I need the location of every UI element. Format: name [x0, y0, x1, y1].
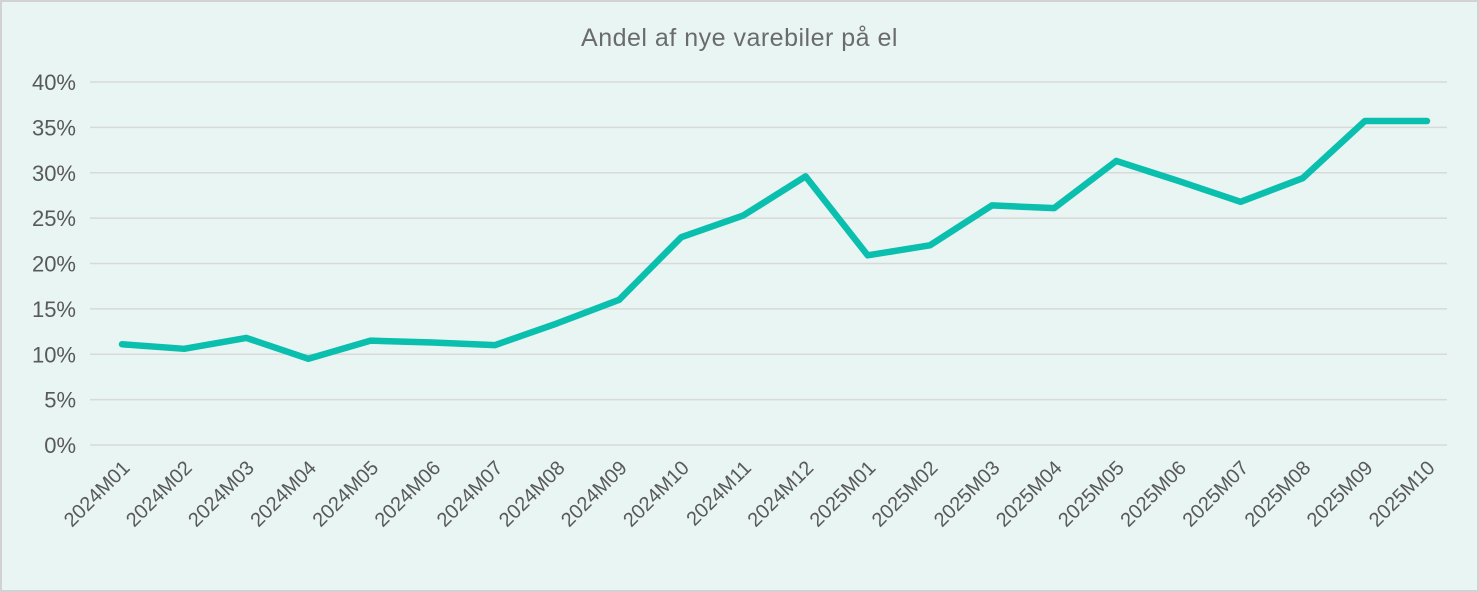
x-tick-label-2024M05: 2024M05 [309, 457, 384, 532]
x-tick-label-2024M03: 2024M03 [184, 457, 259, 532]
x-tick-label-2025M01: 2025M01 [806, 457, 881, 532]
x-tick-label-2024M09: 2024M09 [557, 457, 632, 532]
y-tick-label-15: 15% [32, 297, 76, 322]
y-tick-label-5: 5% [44, 388, 76, 413]
y-tick-label-25: 25% [32, 206, 76, 231]
x-tick-label-2024M10: 2024M10 [619, 457, 694, 532]
x-tick-label-2024M04: 2024M04 [246, 457, 321, 532]
x-tick-label-2025M08: 2025M08 [1241, 457, 1316, 532]
x-tick-label-2025M06: 2025M06 [1116, 457, 1191, 532]
x-tick-label-2025M04: 2025M04 [992, 457, 1067, 532]
y-tick-label-20: 20% [32, 252, 76, 277]
x-tick-label-2025M09: 2025M09 [1303, 457, 1378, 532]
x-tick-label-2024M12: 2024M12 [744, 457, 819, 532]
x-tick-label-2024M07: 2024M07 [433, 457, 508, 532]
y-tick-label-10: 10% [32, 342, 76, 367]
y-tick-label-35: 35% [32, 115, 76, 140]
y-tick-label-40: 40% [32, 70, 76, 95]
x-tick-label-2024M01: 2024M01 [60, 457, 135, 532]
x-tick-label-2024M02: 2024M02 [122, 457, 197, 532]
x-tick-label-2025M02: 2025M02 [868, 457, 943, 532]
x-tick-label-2024M08: 2024M08 [495, 457, 570, 532]
x-tick-label-2025M10: 2025M10 [1365, 457, 1440, 532]
x-tick-label-2025M03: 2025M03 [930, 457, 1005, 532]
data-series-line [118, 117, 1431, 363]
x-tick-label-2025M05: 2025M05 [1054, 457, 1129, 532]
x-tick-label-2024M11: 2024M11 [682, 457, 755, 530]
y-tick-label-30: 30% [32, 161, 76, 186]
x-tick-label-2024M06: 2024M06 [371, 457, 446, 532]
x-tick-label-2025M07: 2025M07 [1179, 457, 1254, 532]
y-tick-label-0: 0% [44, 433, 76, 458]
chart-title: Andel af nye varebiler på el [581, 24, 898, 52]
